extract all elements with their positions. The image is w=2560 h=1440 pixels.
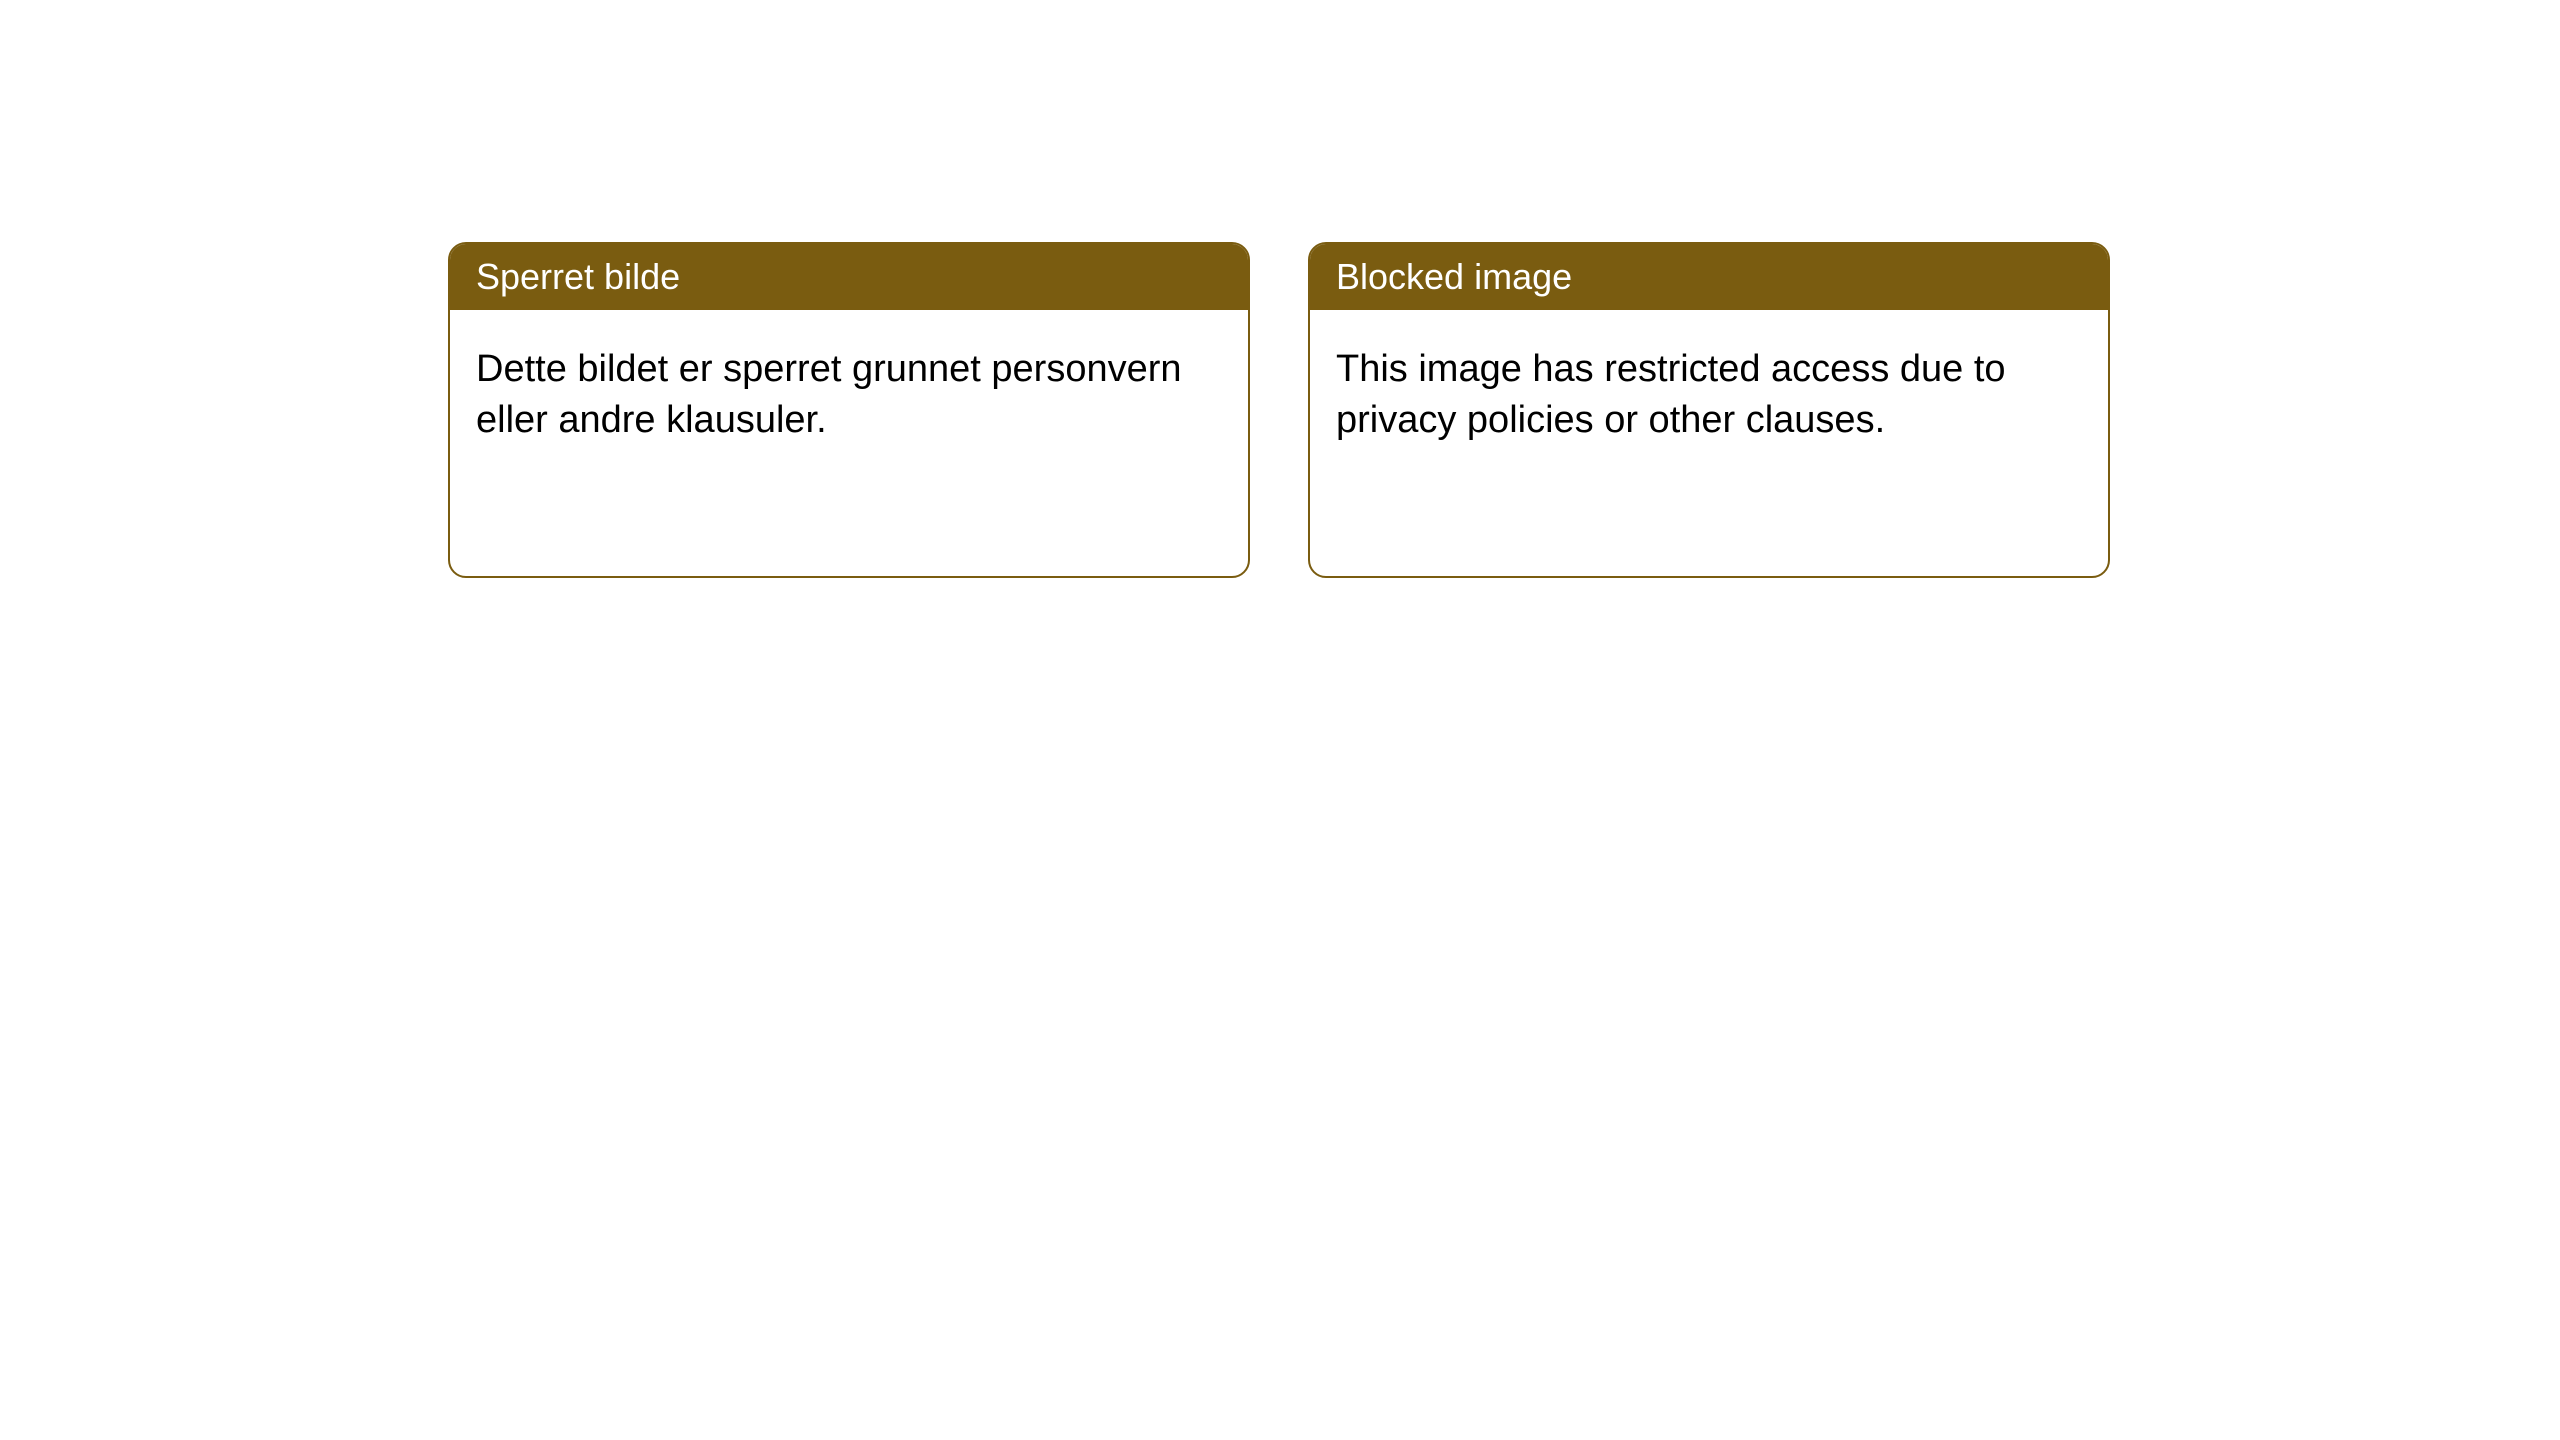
card-body-english: This image has restricted access due to … (1310, 310, 2108, 481)
card-header-english: Blocked image (1310, 244, 2108, 310)
blocked-image-card-english: Blocked image This image has restricted … (1308, 242, 2110, 578)
card-header-norwegian: Sperret bilde (450, 244, 1248, 310)
card-body-norwegian: Dette bildet er sperret grunnet personve… (450, 310, 1248, 481)
notice-container: Sperret bilde Dette bildet er sperret gr… (0, 0, 2560, 578)
blocked-image-card-norwegian: Sperret bilde Dette bildet er sperret gr… (448, 242, 1250, 578)
